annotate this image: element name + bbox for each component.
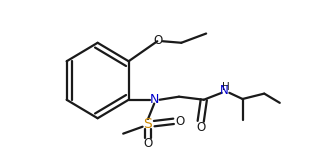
Text: H: H — [222, 82, 229, 92]
Text: O: O — [154, 34, 163, 47]
Text: O: O — [175, 115, 185, 128]
Text: N: N — [149, 93, 159, 106]
Text: S: S — [144, 117, 152, 131]
Text: N: N — [220, 84, 228, 97]
Text: O: O — [143, 137, 153, 150]
Text: O: O — [196, 121, 205, 134]
